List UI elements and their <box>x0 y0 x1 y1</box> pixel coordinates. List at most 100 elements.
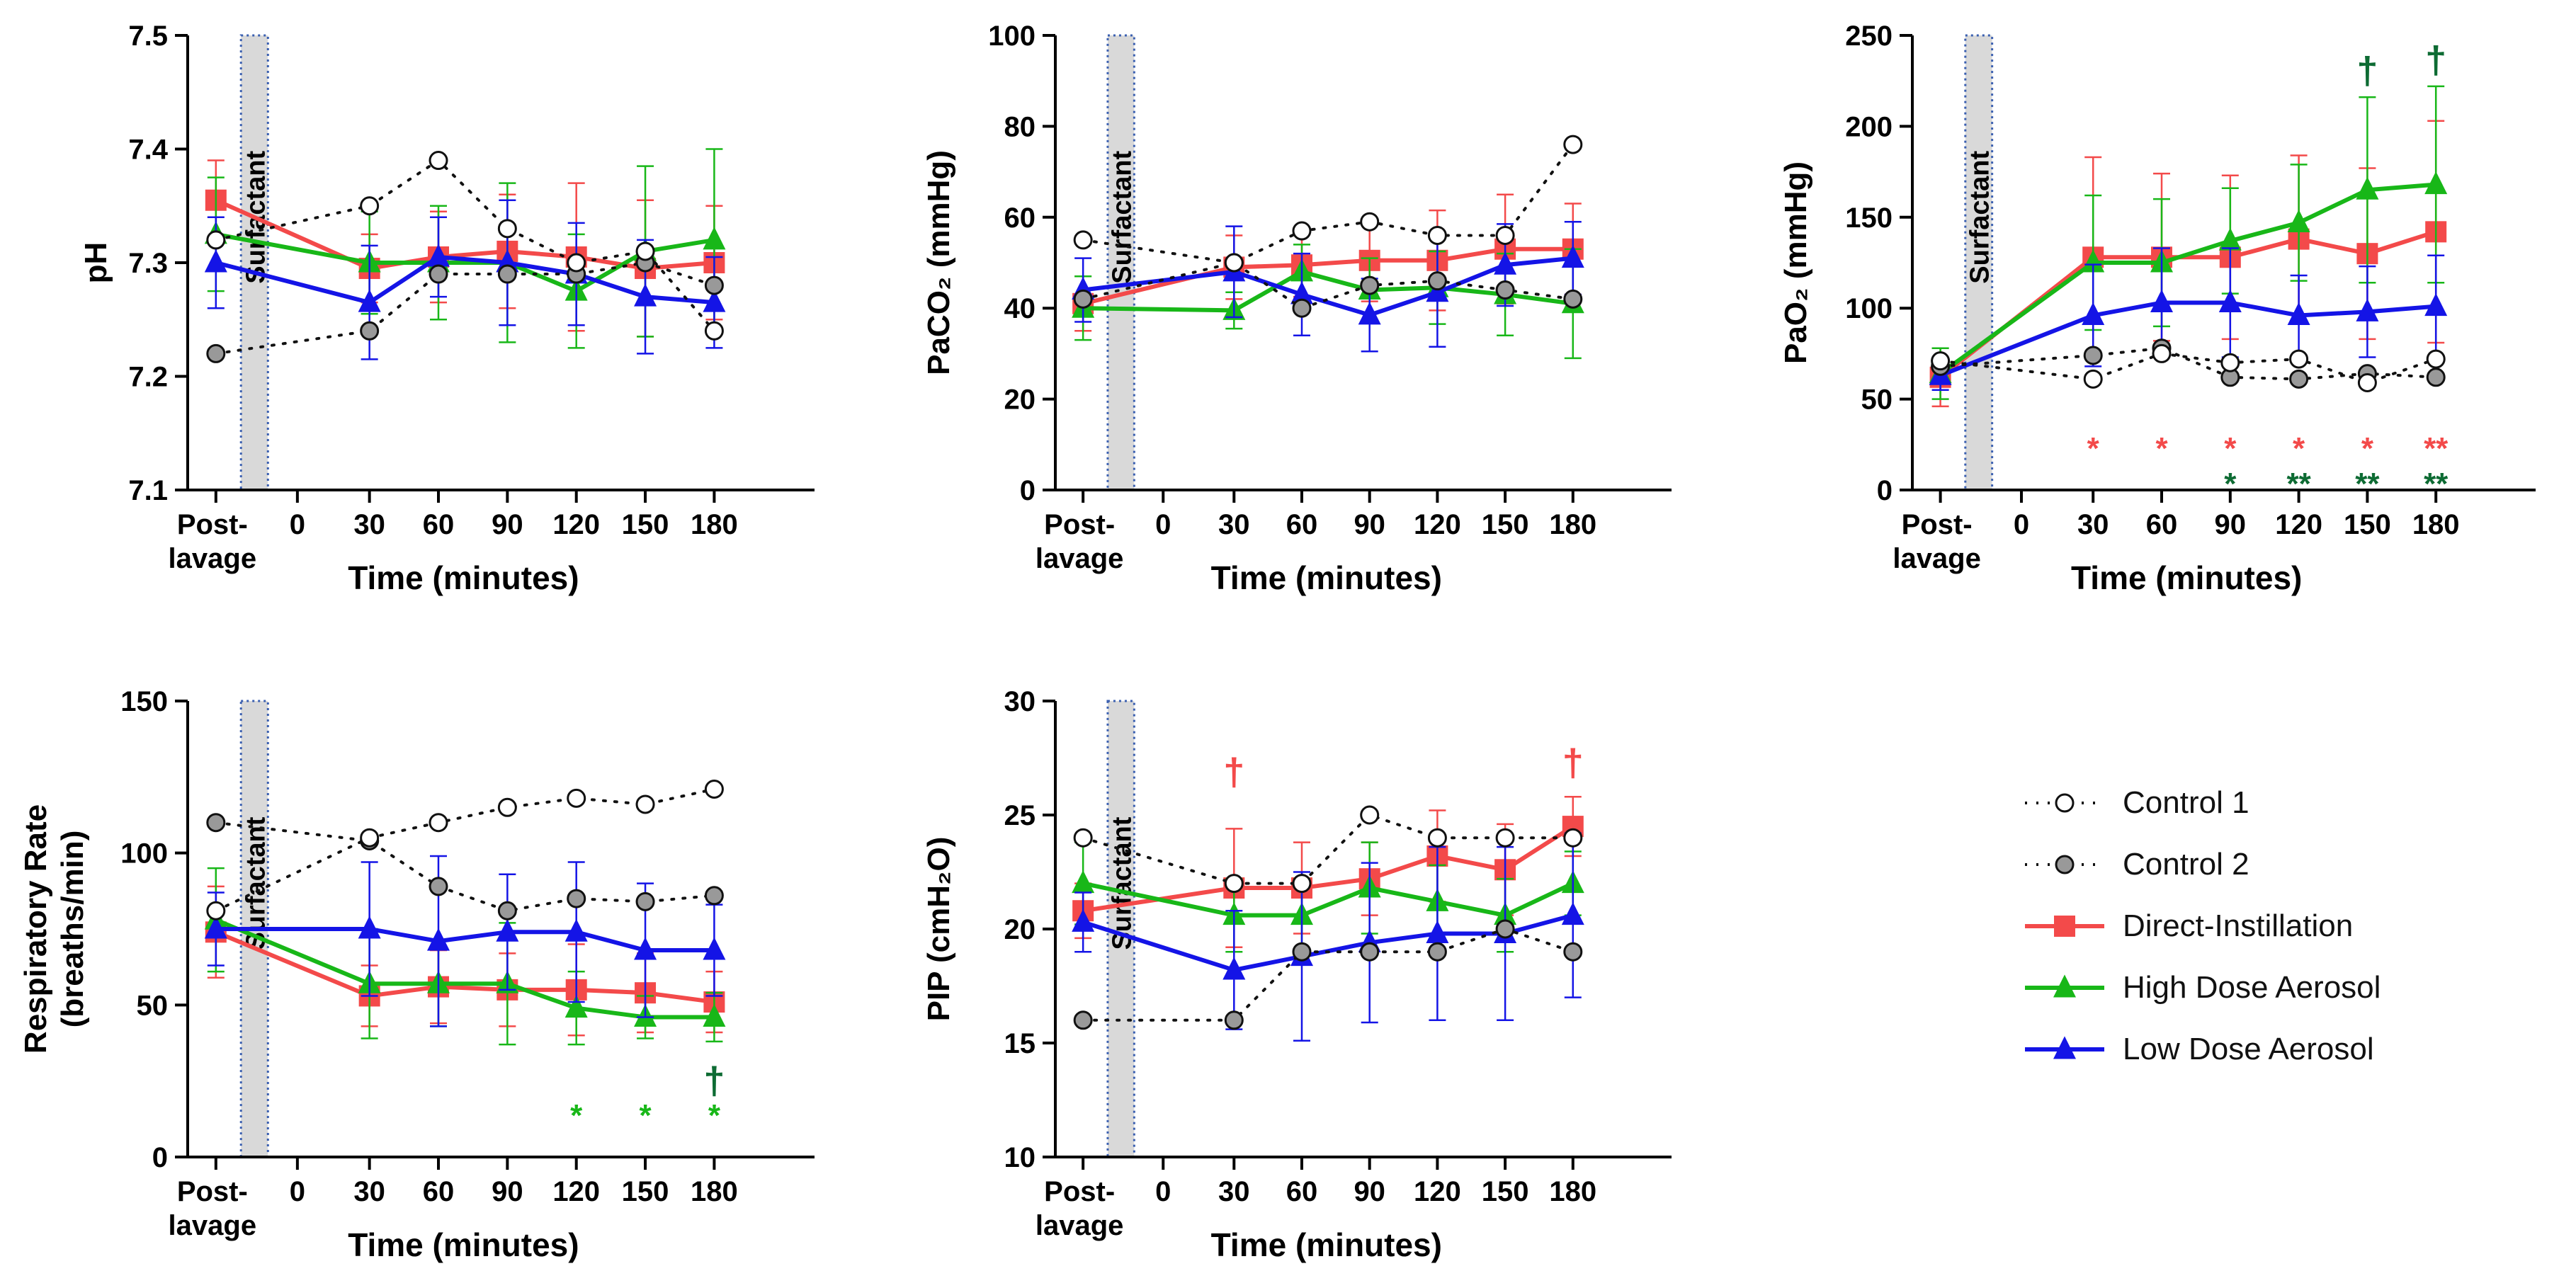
chart-panel-pip: Surfactant 10 15 20 25 30 Post-lavage 0 30 60 90 12… <box>921 686 1672 1263</box>
data-point-control2 <box>1224 1010 1244 1030</box>
significance-mark: † <box>1223 751 1244 794</box>
x-tick-label: lavage <box>1893 543 1981 574</box>
data-point-high <box>2287 209 2310 233</box>
x-tick-label: 30 <box>1218 509 1250 540</box>
data-point-control2 <box>1073 289 1093 309</box>
data-point-high <box>2082 249 2105 273</box>
significance-mark: * <box>2224 467 2237 501</box>
x-tick-label: 150 <box>1482 509 1529 540</box>
data-point-control2 <box>360 321 380 341</box>
data-point-control1 <box>1427 225 1447 245</box>
data-point-control2 <box>1073 1010 1093 1030</box>
data-point-low <box>2150 289 2173 312</box>
surfactant-label: Surfactant <box>1108 816 1137 950</box>
x-tick-label: 180 <box>691 1176 738 1207</box>
data-point-low <box>1072 908 1095 932</box>
y-tick-label: 200 <box>1845 111 1893 142</box>
y-axis-title: pH <box>79 242 113 284</box>
data-point-control1 <box>1563 828 1583 848</box>
legend-item-low-dose-aerosol: Low Dose Aerosol <box>2022 1018 2560 1080</box>
x-axis-title: Time (minutes) <box>2071 559 2302 596</box>
data-point-control2 <box>1563 942 1583 962</box>
significance-mark: * <box>570 1098 583 1133</box>
data-point-control2 <box>1495 919 1515 939</box>
data-point-low <box>1561 902 1584 925</box>
y-tick-label: 15 <box>1004 1028 1036 1059</box>
series-control1 <box>1073 135 1583 273</box>
data-point-control1 <box>635 794 655 814</box>
series-control1 <box>1931 343 2446 392</box>
data-point-control1 <box>704 780 724 799</box>
legend-swatch-low-dose-aerosol <box>2025 1035 2104 1059</box>
y-tick-label: 50 <box>137 990 169 1021</box>
data-point-low <box>2082 302 2105 325</box>
x-tick-label: 0 <box>290 509 305 540</box>
data-point-control1 <box>2152 343 2172 363</box>
y-tick-label: 10 <box>1004 1142 1036 1173</box>
y-tick-label: 7.5 <box>128 21 168 52</box>
data-point-control1 <box>429 813 448 833</box>
data-point-control1 <box>2357 372 2377 392</box>
data-point-control2 <box>1360 942 1380 962</box>
series-control1 <box>206 780 724 921</box>
legend-label: Control 2 <box>2123 846 2249 882</box>
data-point-control1 <box>206 901 226 921</box>
data-point-high <box>1072 870 1095 894</box>
data-point-control1 <box>1931 351 1951 371</box>
y-tick-label: 150 <box>1845 203 1893 234</box>
legend-swatch-control-1 <box>2025 793 2104 812</box>
x-axis-title: Time (minutes) <box>1211 559 1442 596</box>
data-point-high <box>2218 227 2242 251</box>
x-tick-label: 180 <box>1549 509 1596 540</box>
y-axis-title: Respiratory Rate <box>18 804 53 1054</box>
data-point-control1 <box>2289 349 2309 369</box>
data-point-low <box>358 916 381 939</box>
data-point-control2 <box>704 886 724 906</box>
data-point-control2 <box>704 275 724 295</box>
significance-mark: * <box>2361 431 2374 466</box>
legend-swatch-control-2 <box>2025 855 2104 874</box>
x-tick-label: lavage <box>169 543 257 574</box>
x-tick-label: 120 <box>2275 509 2322 540</box>
x-tick-label: Post- <box>177 509 248 540</box>
x-tick-label: 90 <box>492 509 523 540</box>
data-point-low <box>634 283 657 307</box>
series-control1 <box>206 151 724 341</box>
series-high <box>1929 85 2448 400</box>
significance-mark: † <box>2356 50 2378 92</box>
y-tick-label: 0 <box>152 1142 168 1173</box>
data-point-control2 <box>1360 275 1380 295</box>
data-point-control1 <box>1224 253 1244 273</box>
data-point-control1 <box>567 788 586 808</box>
data-point-control1 <box>206 230 226 250</box>
x-tick-label: lavage <box>1035 1210 1124 1241</box>
y-tick-label: 80 <box>1004 111 1036 142</box>
data-point-control2 <box>2083 346 2103 365</box>
data-point-control2 <box>1495 280 1515 300</box>
x-tick-label: Post- <box>1902 509 1973 540</box>
data-point-control1 <box>704 321 724 341</box>
x-tick-label: 150 <box>2344 509 2391 540</box>
y-tick-label: 20 <box>1004 384 1036 416</box>
significance-mark: ** <box>2424 467 2449 501</box>
data-point-control2 <box>429 264 448 284</box>
x-tick-label: 90 <box>2215 509 2247 540</box>
x-tick-label: 90 <box>1354 509 1385 540</box>
data-point-control1 <box>1360 212 1380 232</box>
significance-mark: ** <box>2355 467 2380 501</box>
legend-label: Control 1 <box>2123 785 2249 820</box>
legend-marker <box>2055 855 2075 874</box>
x-tick-label: 60 <box>423 509 455 540</box>
x-tick-label: 120 <box>552 509 600 540</box>
data-point-high <box>564 995 588 1018</box>
x-tick-label: 60 <box>2146 509 2178 540</box>
x-axis-title: Time (minutes) <box>1211 1226 1442 1263</box>
data-point-low <box>703 937 726 960</box>
series-control2 <box>1073 919 1583 1030</box>
data-point-control1 <box>360 828 380 848</box>
significance-mark: † <box>1562 742 1584 785</box>
x-tick-label: lavage <box>1035 543 1124 574</box>
x-tick-label: 0 <box>2014 509 2029 540</box>
data-point-low <box>1358 302 1381 325</box>
